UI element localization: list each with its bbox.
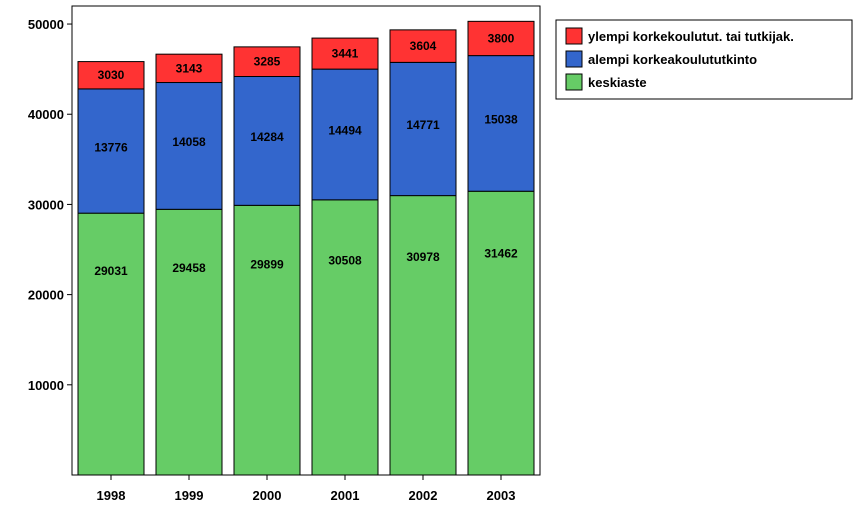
data-label: 3030 (98, 68, 125, 82)
bar-segment (233, 204, 301, 476)
legend-swatch (565, 50, 583, 68)
data-label: 3800 (488, 31, 515, 45)
x-tick-label: 2001 (331, 488, 360, 503)
bar-segment (467, 55, 535, 192)
plot-area (71, 5, 541, 476)
bar-segment (233, 76, 301, 206)
data-label: 14494 (328, 124, 362, 138)
data-label: 3441 (332, 47, 359, 61)
data-label: 3285 (254, 55, 281, 69)
x-tick-label: 2000 (253, 488, 282, 503)
y-tick-label: 50000 (28, 17, 64, 32)
bar-segment (311, 199, 379, 476)
bar-segment (467, 190, 535, 476)
data-label: 3143 (176, 61, 203, 75)
bar-segment (467, 20, 535, 57)
legend-box (555, 19, 853, 100)
bars: 29031 13776 3030 29458 14058 3143 29899 14284 32… (77, 20, 535, 476)
x-tick-label: 2003 (487, 488, 516, 503)
legend: ylempi korkekoulutut. tai tutkijak. alemp… (555, 19, 853, 100)
data-label: 30978 (406, 250, 440, 264)
bar-segment (311, 68, 379, 201)
bar-segment (389, 29, 457, 63)
legend-swatch (565, 73, 583, 91)
bar-segment (233, 46, 301, 78)
x-tick-label: 1999 (175, 488, 204, 503)
x-tick-label: 2002 (409, 488, 438, 503)
bar-segment (77, 212, 145, 476)
data-label: 14058 (172, 135, 206, 149)
data-label: 29899 (250, 258, 284, 272)
legend-label: alempi korkeakoulututkinto (588, 52, 757, 67)
data-label: 13776 (94, 140, 128, 154)
legend-label: ylempi korkekoulutut. tai tutkijak. (588, 29, 794, 44)
y-tick-label: 10000 (28, 378, 64, 393)
bar-segment (389, 61, 457, 197)
data-label: 31462 (484, 247, 518, 261)
data-label: 14284 (250, 130, 284, 144)
data-label: 14771 (406, 118, 440, 132)
x-axis: 1998 1999 2000 2001 2002 2003 (97, 475, 516, 503)
bar-segment (77, 88, 145, 214)
legend-swatch (565, 27, 583, 45)
y-tick-label: 20000 (28, 288, 64, 303)
data-label: 29458 (172, 261, 206, 275)
data-label: 3604 (410, 39, 437, 53)
bar-segment (311, 37, 379, 70)
bar-segment (155, 53, 223, 84)
y-tick-label: 40000 (28, 107, 64, 122)
legend-label: keskiaste (588, 75, 647, 90)
y-axis: 10000 20000 30000 40000 50000 (28, 17, 72, 393)
data-label: 30508 (328, 253, 362, 267)
y-tick-label: 30000 (28, 197, 64, 212)
bar-segment (155, 208, 223, 476)
data-label: 15038 (484, 112, 518, 126)
bar-segment (77, 61, 145, 90)
x-tick-label: 1998 (97, 488, 126, 503)
bar-segment (389, 195, 457, 476)
data-label: 29031 (94, 264, 128, 278)
bar-segment (155, 82, 223, 210)
